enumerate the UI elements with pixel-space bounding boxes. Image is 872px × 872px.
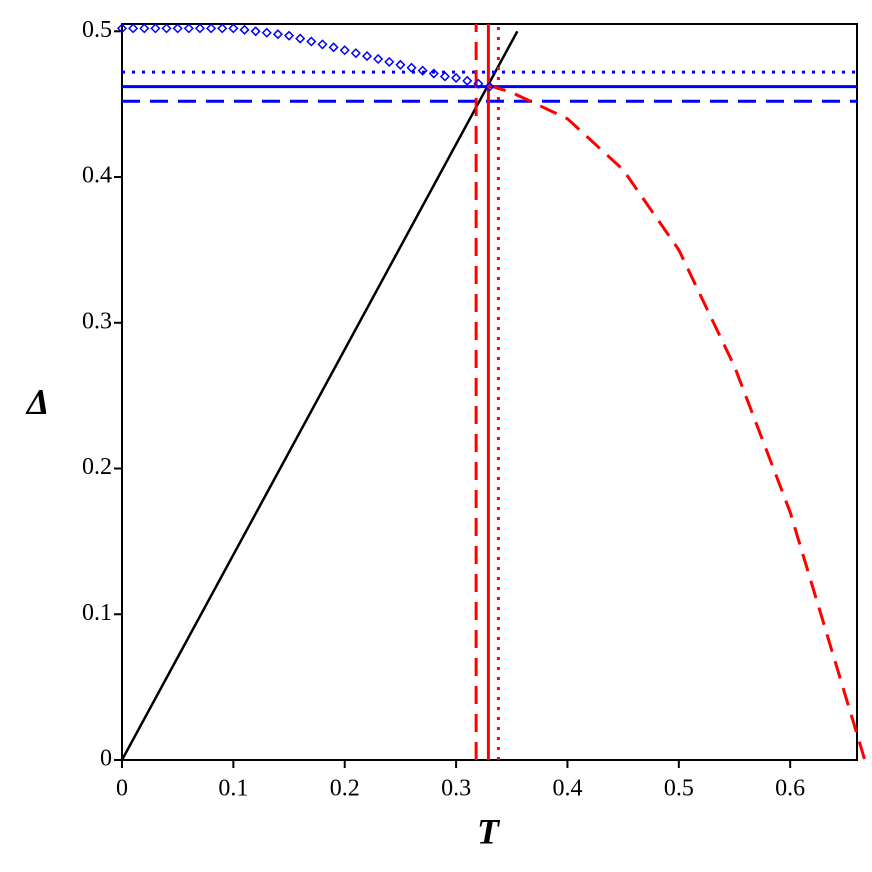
diamond-marker <box>428 68 439 79</box>
diamond-marker <box>328 42 339 53</box>
y-tick-label: 0.5 <box>82 17 112 43</box>
y-tick-label: 0.1 <box>82 600 112 626</box>
diamond-marker <box>317 39 328 50</box>
x-tick-label: 0.4 <box>552 776 582 802</box>
x-tick-label: 0.1 <box>218 776 248 802</box>
series-line <box>487 83 867 761</box>
x-tick-label: 0 <box>116 776 128 802</box>
diamond-marker <box>272 29 283 40</box>
diamond-marker <box>228 23 239 34</box>
diamond-marker <box>350 48 361 59</box>
diamond-marker <box>295 33 306 44</box>
y-axis-title: Δ <box>25 381 50 421</box>
diamond-marker <box>484 81 495 92</box>
x-tick-label: 0.6 <box>775 776 805 802</box>
diamond-marker <box>339 45 350 56</box>
x-axis-title: T <box>477 811 501 851</box>
x-tick-label: 0.5 <box>664 776 694 802</box>
diamond-marker <box>116 23 128 34</box>
diamond-marker <box>217 23 228 34</box>
diamond-marker <box>451 72 462 83</box>
diamond-marker <box>306 36 317 47</box>
diamond-marker <box>194 23 206 34</box>
x-tick-label: 0.2 <box>330 776 360 802</box>
y-tick-label: 0.2 <box>82 454 112 480</box>
x-tick-label: 0.3 <box>441 776 471 802</box>
diamond-marker <box>361 51 373 62</box>
diamond-marker <box>395 59 406 70</box>
series-line <box>120 30 519 761</box>
diamond-marker <box>384 56 395 67</box>
diamond-marker <box>250 26 261 37</box>
diamond-marker <box>128 23 139 34</box>
diamond-marker <box>150 23 161 34</box>
diamond-marker <box>139 23 150 34</box>
diamond-marker <box>417 65 428 76</box>
y-tick-label: 0.3 <box>82 308 112 334</box>
diamond-marker <box>439 71 451 82</box>
diamond-marker <box>373 53 384 65</box>
diamond-marker <box>462 75 473 86</box>
diamond-marker <box>161 23 172 34</box>
diamond-marker <box>172 23 183 34</box>
diamond-marker <box>261 27 272 38</box>
diamond-marker <box>239 24 250 35</box>
y-tick-label: 0.4 <box>82 163 112 189</box>
y-tick-label: 0 <box>100 746 112 772</box>
diamond-marker <box>406 62 417 73</box>
diamond-marker <box>473 78 484 89</box>
diamond-marker <box>283 30 295 41</box>
diamond-marker <box>183 23 194 34</box>
diamond-marker <box>206 23 217 34</box>
